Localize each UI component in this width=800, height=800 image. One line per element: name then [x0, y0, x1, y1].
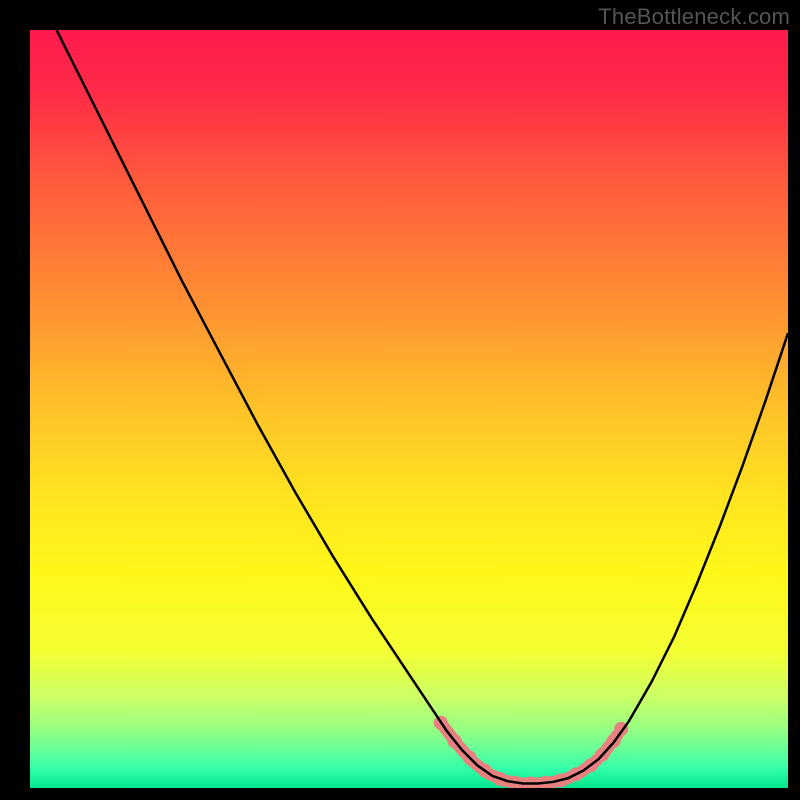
- chart-curve-layer: [30, 30, 788, 788]
- bottleneck-curve: [57, 30, 788, 783]
- watermark-text: TheBottleneck.com: [598, 4, 790, 30]
- chart-plot-area: [30, 30, 788, 788]
